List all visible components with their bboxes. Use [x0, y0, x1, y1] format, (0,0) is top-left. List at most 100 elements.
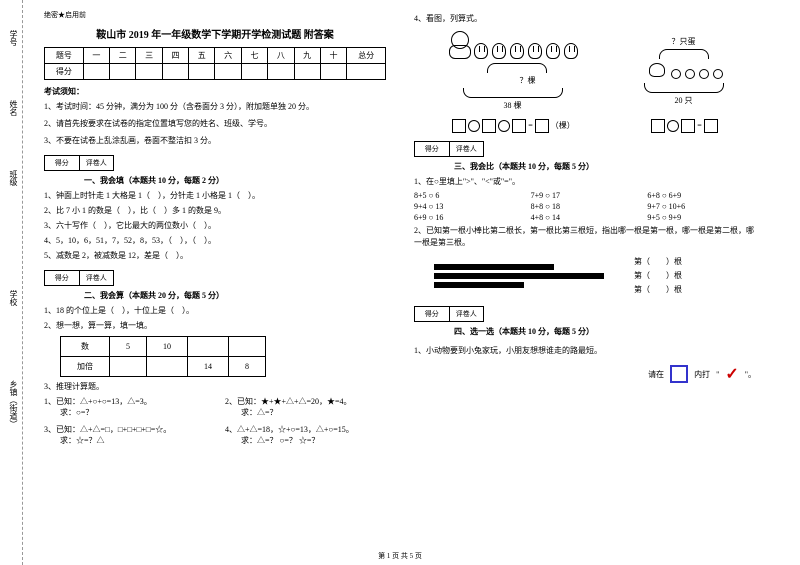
total-label: 20 只: [644, 95, 724, 106]
q2-1: 1、18 的个位上是（ ），十位上是（ ）。: [44, 305, 386, 317]
header-cell: 十: [320, 48, 346, 64]
grader-label: 评卷人: [80, 271, 114, 285]
brace-icon: [644, 83, 724, 93]
compare-item: 9+7 ○ 10+6: [647, 202, 756, 211]
illustration-row: ？棵 38 棵 ？只蛋 20 只: [414, 31, 756, 111]
header-cell: 三: [136, 48, 162, 64]
header-cell: 五: [189, 48, 215, 64]
checkbox-icon: [670, 365, 688, 383]
side-town: 乡镇（街道）: [8, 380, 19, 428]
compare-item: 9+4 ○ 13: [414, 202, 523, 211]
q2-3c: 3、已知：△+△=□，□+□+□+□=☆。: [44, 424, 205, 435]
grader-label: 评卷人: [80, 156, 114, 170]
q2-3d2: 求：△=？ ○=？ ☆=？: [241, 435, 386, 446]
notice-1: 1、考试时间：45 分钟，满分为 100 分（含卷面分 3 分），附加题单独 2…: [44, 101, 386, 114]
op-circle: [498, 120, 510, 132]
grader-label: 评卷人: [450, 142, 484, 156]
calc-cell: [188, 337, 229, 357]
total-label: 38 棵: [447, 100, 579, 111]
cabbage-icon: [528, 43, 542, 59]
compare-item: 8+5 ○ 6: [414, 191, 523, 200]
brace-icon: [659, 49, 709, 59]
cabbage-icon: [546, 43, 560, 59]
section-4-title: 四、选一选（本题共 10 分，每题 5 分）: [454, 326, 756, 337]
header-cell: 六: [215, 48, 241, 64]
q4-1-row: 1、小动物要到小兔家玩，小朋友想想谁走的路最短。: [414, 345, 756, 356]
section-3-title: 三、我会比（本题共 10 分，每题 5 分）: [454, 161, 756, 172]
stick-bar: [434, 273, 604, 279]
score-label: 得分: [45, 271, 80, 285]
side-name: 姓名: [8, 100, 19, 116]
cabbage-icon: [564, 43, 578, 59]
header-cell: 四: [162, 48, 188, 64]
notice-2: 2、请首先按要求在试卷的指定位置填写您的姓名、班级、学号。: [44, 118, 386, 131]
compare-item: 4+8 ○ 14: [531, 213, 640, 222]
q3-1: 1、在○里填上">"、"<"或"="。: [414, 176, 756, 188]
op-circle: [667, 120, 679, 132]
instruction-row: 请在 内打 " ✓ "。: [414, 364, 756, 384]
stick-bar: [434, 282, 524, 288]
score-box: 得分 评卷人: [414, 141, 484, 157]
calc-cell: 14: [188, 357, 229, 377]
q1-3: 3、六十写作（ ），它比最大的两位数小（ ）。: [44, 220, 386, 232]
sub-col: 2、已知：★+★+△+△=20，★=4。 求：△=？: [225, 396, 386, 418]
right-column: 4、看图，列算式。 ？棵 38 棵 ？只蛋: [400, 0, 770, 565]
compare-item: 8+8 ○ 18: [531, 202, 640, 211]
chick-icon: [699, 69, 709, 79]
header-cell: 七: [241, 48, 267, 64]
q1-1: 1、钟面上时针走 1 大格是 1（ ），分针走 1 小格是 1（ ）。: [44, 190, 386, 202]
op-circle: [468, 120, 480, 132]
brace-icon: [463, 88, 563, 98]
sub-col: 3、已知：△+△=□，□+□+□+□=☆。 求：☆=？△: [44, 424, 205, 446]
q1-2: 2、比 7 小 1 的数是（ ），比（ ）多 1 的数是 9。: [44, 205, 386, 217]
answer-box: [452, 119, 466, 133]
answer-box: [651, 119, 665, 133]
page-footer: 第 1 页 共 5 页: [0, 551, 800, 561]
answer-box: [704, 119, 718, 133]
header-cell: 总分: [347, 48, 386, 64]
q2-3a2: 求：○=？: [60, 407, 205, 418]
instr-text: "。: [745, 369, 756, 380]
side-class: 班级: [8, 170, 19, 186]
compare-item: 6+9 ○ 16: [414, 213, 523, 222]
sticks-figure: 第（ ）根 第（ ）根 第（ ）根: [434, 253, 756, 298]
score-label: 得分: [415, 307, 450, 321]
calc-cell: 10: [147, 337, 188, 357]
brace-icon: [487, 63, 547, 73]
q2-3b2: 求：△=？: [241, 407, 386, 418]
left-column: 绝密★启用前 鞍山市 2019 年一年级数学下学期开学检测试题 附答案 题号 一…: [30, 0, 400, 565]
q4-1: 1、小动物要到小兔家玩，小朋友想想谁走的路最短。: [414, 345, 602, 356]
checkmark-icon: ✓: [725, 364, 738, 384]
score-box: 得分 评卷人: [44, 155, 114, 171]
section-1-title: 一、我会填（本题共 10 分，每题 2 分）: [84, 175, 386, 186]
chick-icon: [685, 69, 695, 79]
header-cell: 八: [268, 48, 294, 64]
stick-label: 第（ ）根: [634, 256, 682, 267]
answer-box: [482, 119, 496, 133]
stick-label: 第（ ）根: [634, 284, 682, 295]
answer-box: [681, 119, 695, 133]
calc-cell: 8: [229, 357, 266, 377]
binding-sidebar: 学号 姓名 班级 学校 乡镇（街道）: [0, 0, 30, 565]
sub-col: 1、已知：△+○+○=13，△=3。 求：○=？: [44, 396, 205, 418]
equation-row: = （棵） =: [414, 119, 756, 133]
cabbage-icon: [474, 43, 488, 59]
q2-2: 2、想一想，算一算，填一填。: [44, 320, 386, 332]
header-cell: 一: [83, 48, 109, 64]
compare-item: 9+5 ○ 9+9: [647, 213, 756, 222]
calc-cell: 加倍: [61, 357, 110, 377]
instr-text: ": [716, 370, 719, 379]
q3-2: 2、已知第一根小棒比第二根长，第一根比第三根短，指出哪一根是第一根，哪一根是第二…: [414, 225, 756, 249]
unit-label: （棵）: [551, 121, 575, 130]
unknown-label: ？棵: [477, 75, 579, 86]
calc-cell: 数: [61, 337, 110, 357]
cabbage-figure: ？棵 38 棵: [447, 31, 579, 111]
calc-cell: [147, 357, 188, 377]
side-student-id: 学号: [8, 30, 19, 46]
calc-table: 数 5 10 加倍 14 8: [60, 336, 266, 377]
q2-3b: 2、已知：★+★+△+△=20，★=4。: [225, 396, 386, 407]
score-header-table: 题号 一 二 三 四 五 六 七 八 九 十 总分 得分: [44, 47, 386, 80]
compare-item: 7+9 ○ 17: [531, 191, 640, 200]
section-2-title: 二、我会算（本题共 20 分，每题 5 分）: [84, 290, 386, 301]
stick-label: 第（ ）根: [634, 270, 682, 281]
